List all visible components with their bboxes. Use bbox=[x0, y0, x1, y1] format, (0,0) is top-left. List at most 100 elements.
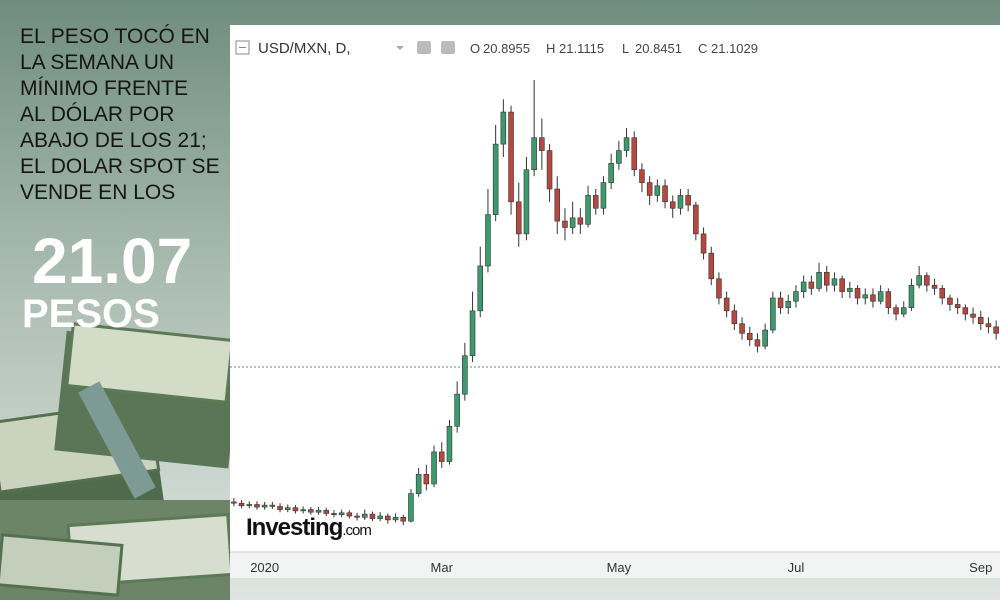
candle-body bbox=[554, 188, 561, 222]
candle-body bbox=[639, 169, 645, 183]
candle-body bbox=[839, 278, 845, 292]
money-illustration bbox=[0, 322, 241, 600]
candle-body bbox=[977, 316, 984, 324]
x-axis: 2020 Mar May Jul Sep bbox=[250, 560, 992, 575]
candle-body bbox=[916, 275, 922, 286]
candle-body bbox=[331, 513, 337, 516]
candle-body bbox=[261, 504, 268, 508]
candle-body bbox=[993, 326, 999, 334]
candle-body bbox=[577, 217, 584, 225]
candle-body bbox=[446, 425, 453, 462]
candle-body bbox=[431, 451, 437, 485]
candle-body bbox=[954, 304, 961, 308]
candle-body bbox=[731, 310, 738, 324]
candle-body bbox=[616, 150, 622, 164]
ohlc-label: O bbox=[470, 41, 480, 56]
candle-body bbox=[500, 111, 507, 145]
headline-line: VENDE EN LOS bbox=[20, 181, 175, 204]
candle-body bbox=[985, 323, 992, 328]
dropdown[interactable] bbox=[396, 46, 404, 50]
candle-body bbox=[454, 393, 460, 427]
headline: EL PESO TOCÓ EN LA SEMANA UN MÍNIMO FRENTE… bbox=[20, 25, 220, 204]
candle-body bbox=[354, 515, 360, 518]
candle-body bbox=[585, 195, 591, 225]
candles bbox=[231, 80, 999, 525]
candle-body bbox=[939, 288, 946, 299]
x-tick-label: Jul bbox=[788, 560, 805, 575]
candle-body bbox=[369, 513, 376, 519]
candle-body bbox=[485, 214, 491, 267]
candle-body bbox=[924, 275, 930, 286]
candle-body bbox=[269, 504, 276, 507]
candle-body bbox=[693, 204, 699, 235]
ohlc-value: 21.1029 bbox=[711, 41, 758, 56]
chart-title: USD/MXN, D, bbox=[258, 40, 351, 57]
candle-body bbox=[716, 278, 722, 299]
candle-body bbox=[970, 313, 976, 318]
candle-body bbox=[754, 339, 761, 347]
unit: PESOS bbox=[22, 292, 160, 336]
candle-body bbox=[739, 323, 745, 334]
candle-body bbox=[962, 307, 969, 315]
candle-body bbox=[438, 451, 445, 462]
candle-body bbox=[862, 294, 869, 299]
candle-body bbox=[238, 502, 245, 507]
candle-body bbox=[800, 281, 807, 292]
visibility-button[interactable] bbox=[417, 41, 431, 54]
candle-body bbox=[400, 517, 407, 522]
headline-line: AL DÓLAR POR bbox=[20, 103, 174, 126]
price: 21.07 bbox=[32, 225, 192, 297]
candle-body bbox=[254, 504, 260, 508]
headline-line: EL DOLAR SPOT SE bbox=[20, 155, 220, 178]
settings-button[interactable] bbox=[441, 41, 455, 54]
candle-body bbox=[631, 137, 638, 171]
ohlc-value: 21.1115 bbox=[559, 41, 604, 56]
candle-body bbox=[308, 509, 314, 513]
candle-body bbox=[669, 201, 676, 209]
candle-body bbox=[477, 265, 484, 312]
candle-body bbox=[831, 278, 838, 286]
candle-body bbox=[623, 137, 630, 151]
candle-body bbox=[300, 509, 306, 512]
x-tick-label: Sep bbox=[969, 560, 992, 575]
candle-body bbox=[947, 297, 953, 305]
candle-body bbox=[469, 310, 476, 357]
candle-body bbox=[762, 329, 768, 347]
candle-body bbox=[385, 515, 391, 521]
candle-body bbox=[600, 182, 607, 209]
chart-panel bbox=[230, 25, 1000, 578]
candle-body bbox=[662, 185, 668, 203]
candle-body bbox=[592, 195, 599, 209]
candle-body bbox=[677, 195, 684, 209]
candle-body bbox=[361, 513, 368, 518]
candle-body bbox=[708, 252, 715, 280]
candle-body bbox=[539, 137, 545, 151]
candle-body bbox=[908, 284, 915, 308]
collapse-button[interactable] bbox=[235, 40, 250, 55]
candle-body bbox=[854, 288, 861, 299]
x-tick-label: 2020 bbox=[250, 560, 279, 575]
candle-body bbox=[338, 512, 345, 516]
watermark: Investing.com bbox=[246, 514, 371, 541]
candle-body bbox=[508, 111, 514, 203]
candle-body bbox=[777, 297, 784, 308]
candle-body bbox=[654, 185, 661, 196]
x-tick-label: Mar bbox=[431, 560, 454, 575]
candle-body bbox=[462, 355, 468, 395]
candle-body bbox=[408, 493, 414, 522]
headline-line: ABAJO DE LOS 21; bbox=[20, 129, 207, 152]
candle-body bbox=[608, 163, 614, 183]
candle-body bbox=[893, 307, 899, 315]
candle-body bbox=[685, 195, 691, 206]
candle-body bbox=[246, 504, 253, 507]
ohlc-value: 20.8955 bbox=[483, 41, 530, 56]
candle-body bbox=[700, 233, 707, 254]
ohlc-label: C bbox=[698, 41, 707, 56]
candle-body bbox=[277, 506, 283, 510]
x-axis-strip bbox=[230, 552, 1000, 578]
candle-body bbox=[770, 297, 776, 331]
candle-body bbox=[323, 509, 330, 514]
candle-body bbox=[415, 474, 422, 494]
candle-body bbox=[723, 297, 730, 312]
